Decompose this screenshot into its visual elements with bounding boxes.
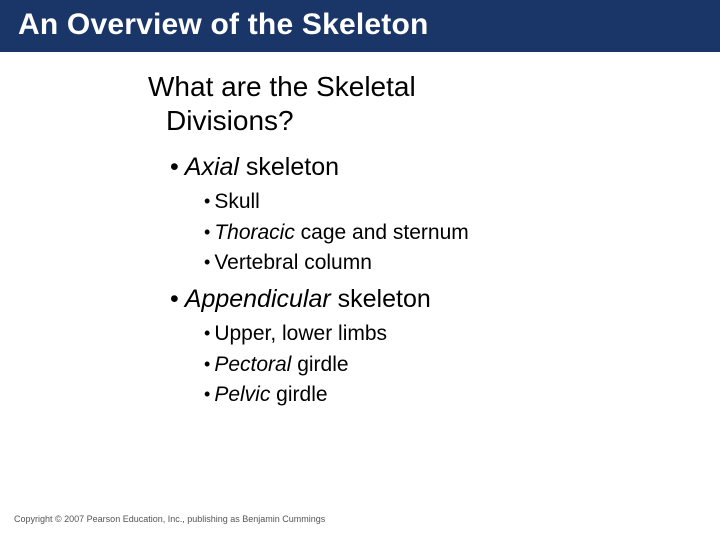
body-question: What are the Skeletal Divisions? bbox=[148, 70, 720, 137]
section-appendicular: •Appendicular skeleton •Upper, lower lim… bbox=[148, 285, 720, 409]
bullet-icon: • bbox=[170, 285, 179, 313]
level2-rest: Upper, lower limbs bbox=[214, 322, 387, 345]
section-axial: •Axial skeleton •Skull •Thoracic cage an… bbox=[148, 153, 720, 277]
level1-item: •Axial skeleton bbox=[170, 153, 720, 182]
bullet-icon: • bbox=[204, 222, 210, 242]
level2-rest: cage and sternum bbox=[295, 221, 469, 244]
level2-item: •Thoracic cage and sternum bbox=[204, 219, 720, 247]
level2-em: Pectoral bbox=[214, 353, 291, 376]
level2-item: •Vertebral column bbox=[204, 249, 720, 277]
level1-rest: skeleton bbox=[331, 285, 431, 313]
level2-item: •Pectoral girdle bbox=[204, 351, 720, 379]
question-line-1: What are the Skeletal bbox=[148, 71, 416, 102]
level2-rest: Vertebral column bbox=[214, 251, 372, 274]
copyright-text: Copyright © 2007 Pearson Education, Inc.… bbox=[14, 514, 325, 524]
question-line-2: Divisions? bbox=[148, 104, 720, 138]
level2-item: •Pelvic girdle bbox=[204, 381, 720, 409]
level2-item: •Skull bbox=[204, 188, 720, 216]
bullet-icon: • bbox=[204, 384, 210, 404]
level2-em: Thoracic bbox=[214, 221, 295, 244]
slide-body: What are the Skeletal Divisions? •Axial … bbox=[0, 52, 720, 409]
level2-rest: girdle bbox=[270, 383, 327, 406]
bullet-icon: • bbox=[204, 252, 210, 272]
level2-rest: Skull bbox=[214, 190, 260, 213]
level2-em: Pelvic bbox=[214, 383, 270, 406]
bullet-icon: • bbox=[204, 323, 210, 343]
bullet-icon: • bbox=[204, 354, 210, 374]
level1-rest: skeleton bbox=[239, 153, 339, 181]
slide-title: An Overview of the Skeleton bbox=[18, 8, 702, 42]
level2-item: •Upper, lower limbs bbox=[204, 320, 720, 348]
level1-em: Appendicular bbox=[185, 285, 331, 313]
level1-em: Axial bbox=[185, 153, 239, 181]
title-bar: An Overview of the Skeleton bbox=[0, 0, 720, 52]
bullet-icon: • bbox=[170, 153, 179, 181]
level1-item: •Appendicular skeleton bbox=[170, 285, 720, 314]
bullet-icon: • bbox=[204, 191, 210, 211]
level2-rest: girdle bbox=[291, 353, 348, 376]
slide: An Overview of the Skeleton What are the… bbox=[0, 0, 720, 540]
